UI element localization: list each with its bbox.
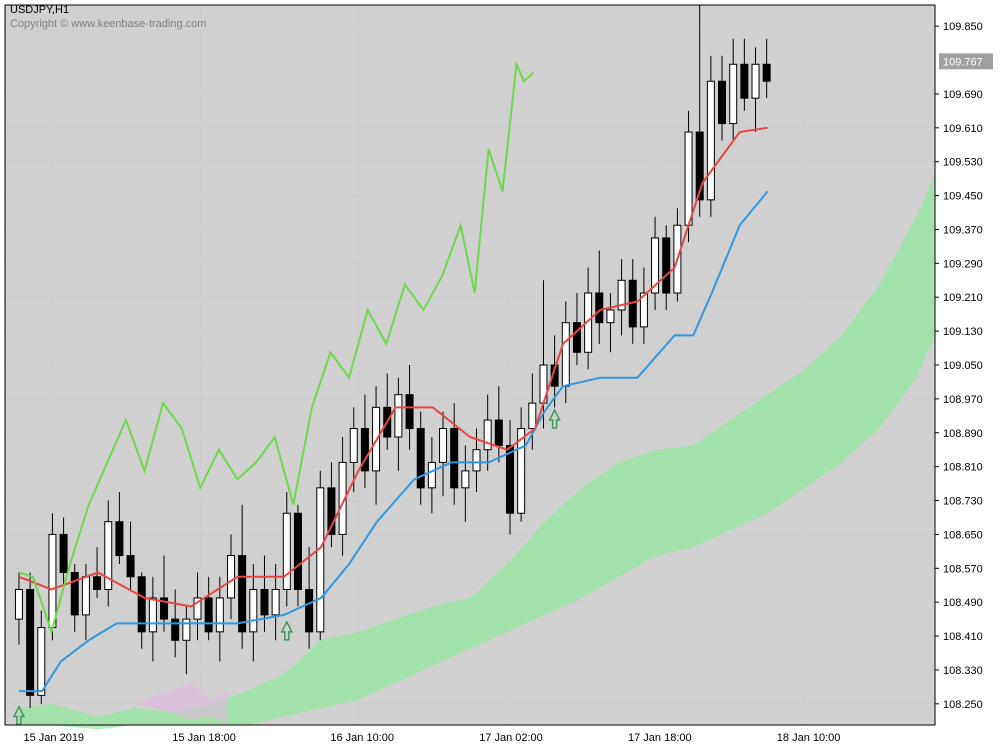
svg-text:109.767: 109.767: [943, 56, 983, 68]
svg-text:108.490: 108.490: [943, 597, 983, 609]
chart-title: USDJPY,H1: [10, 4, 69, 16]
svg-text:108.410: 108.410: [943, 631, 983, 643]
chart-container: USDJPY,H1 Copyright © www.keenbase-tradi…: [0, 0, 1000, 750]
svg-text:109.690: 109.690: [943, 89, 983, 101]
svg-text:109.610: 109.610: [943, 123, 983, 135]
svg-text:17 Jan 18:00: 17 Jan 18:00: [628, 732, 692, 744]
svg-text:109.290: 109.290: [943, 258, 983, 270]
svg-text:109.130: 109.130: [943, 326, 983, 338]
svg-text:109.530: 109.530: [943, 157, 983, 169]
svg-text:109.450: 109.450: [943, 191, 983, 203]
svg-text:109.210: 109.210: [943, 292, 983, 304]
svg-text:108.570: 108.570: [943, 563, 983, 575]
svg-text:18 Jan 10:00: 18 Jan 10:00: [777, 732, 841, 744]
svg-text:109.050: 109.050: [943, 360, 983, 372]
svg-text:17 Jan 02:00: 17 Jan 02:00: [479, 732, 543, 744]
svg-text:15 Jan 18:00: 15 Jan 18:00: [172, 732, 236, 744]
svg-text:108.730: 108.730: [943, 496, 983, 508]
svg-text:108.650: 108.650: [943, 529, 983, 541]
svg-text:109.370: 109.370: [943, 224, 983, 236]
svg-text:109.850: 109.850: [943, 21, 983, 33]
svg-text:15 Jan 2019: 15 Jan 2019: [24, 732, 85, 744]
svg-text:108.330: 108.330: [943, 665, 983, 677]
svg-text:108.250: 108.250: [943, 699, 983, 711]
svg-text:108.890: 108.890: [943, 428, 983, 440]
chart-svg[interactable]: 109.850 109.690 109.610 109.530 109.450 109.3…: [0, 0, 1000, 750]
svg-text:108.970: 108.970: [943, 394, 983, 406]
chart-copyright: Copyright © www.keenbase-trading.com: [10, 18, 206, 30]
svg-text:16 Jan 10:00: 16 Jan 10:00: [330, 732, 394, 744]
svg-text:108.810: 108.810: [943, 462, 983, 474]
